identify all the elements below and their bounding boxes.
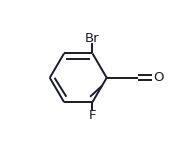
Text: F: F — [89, 109, 96, 122]
Text: Br: Br — [85, 32, 100, 45]
Text: O: O — [153, 71, 164, 84]
